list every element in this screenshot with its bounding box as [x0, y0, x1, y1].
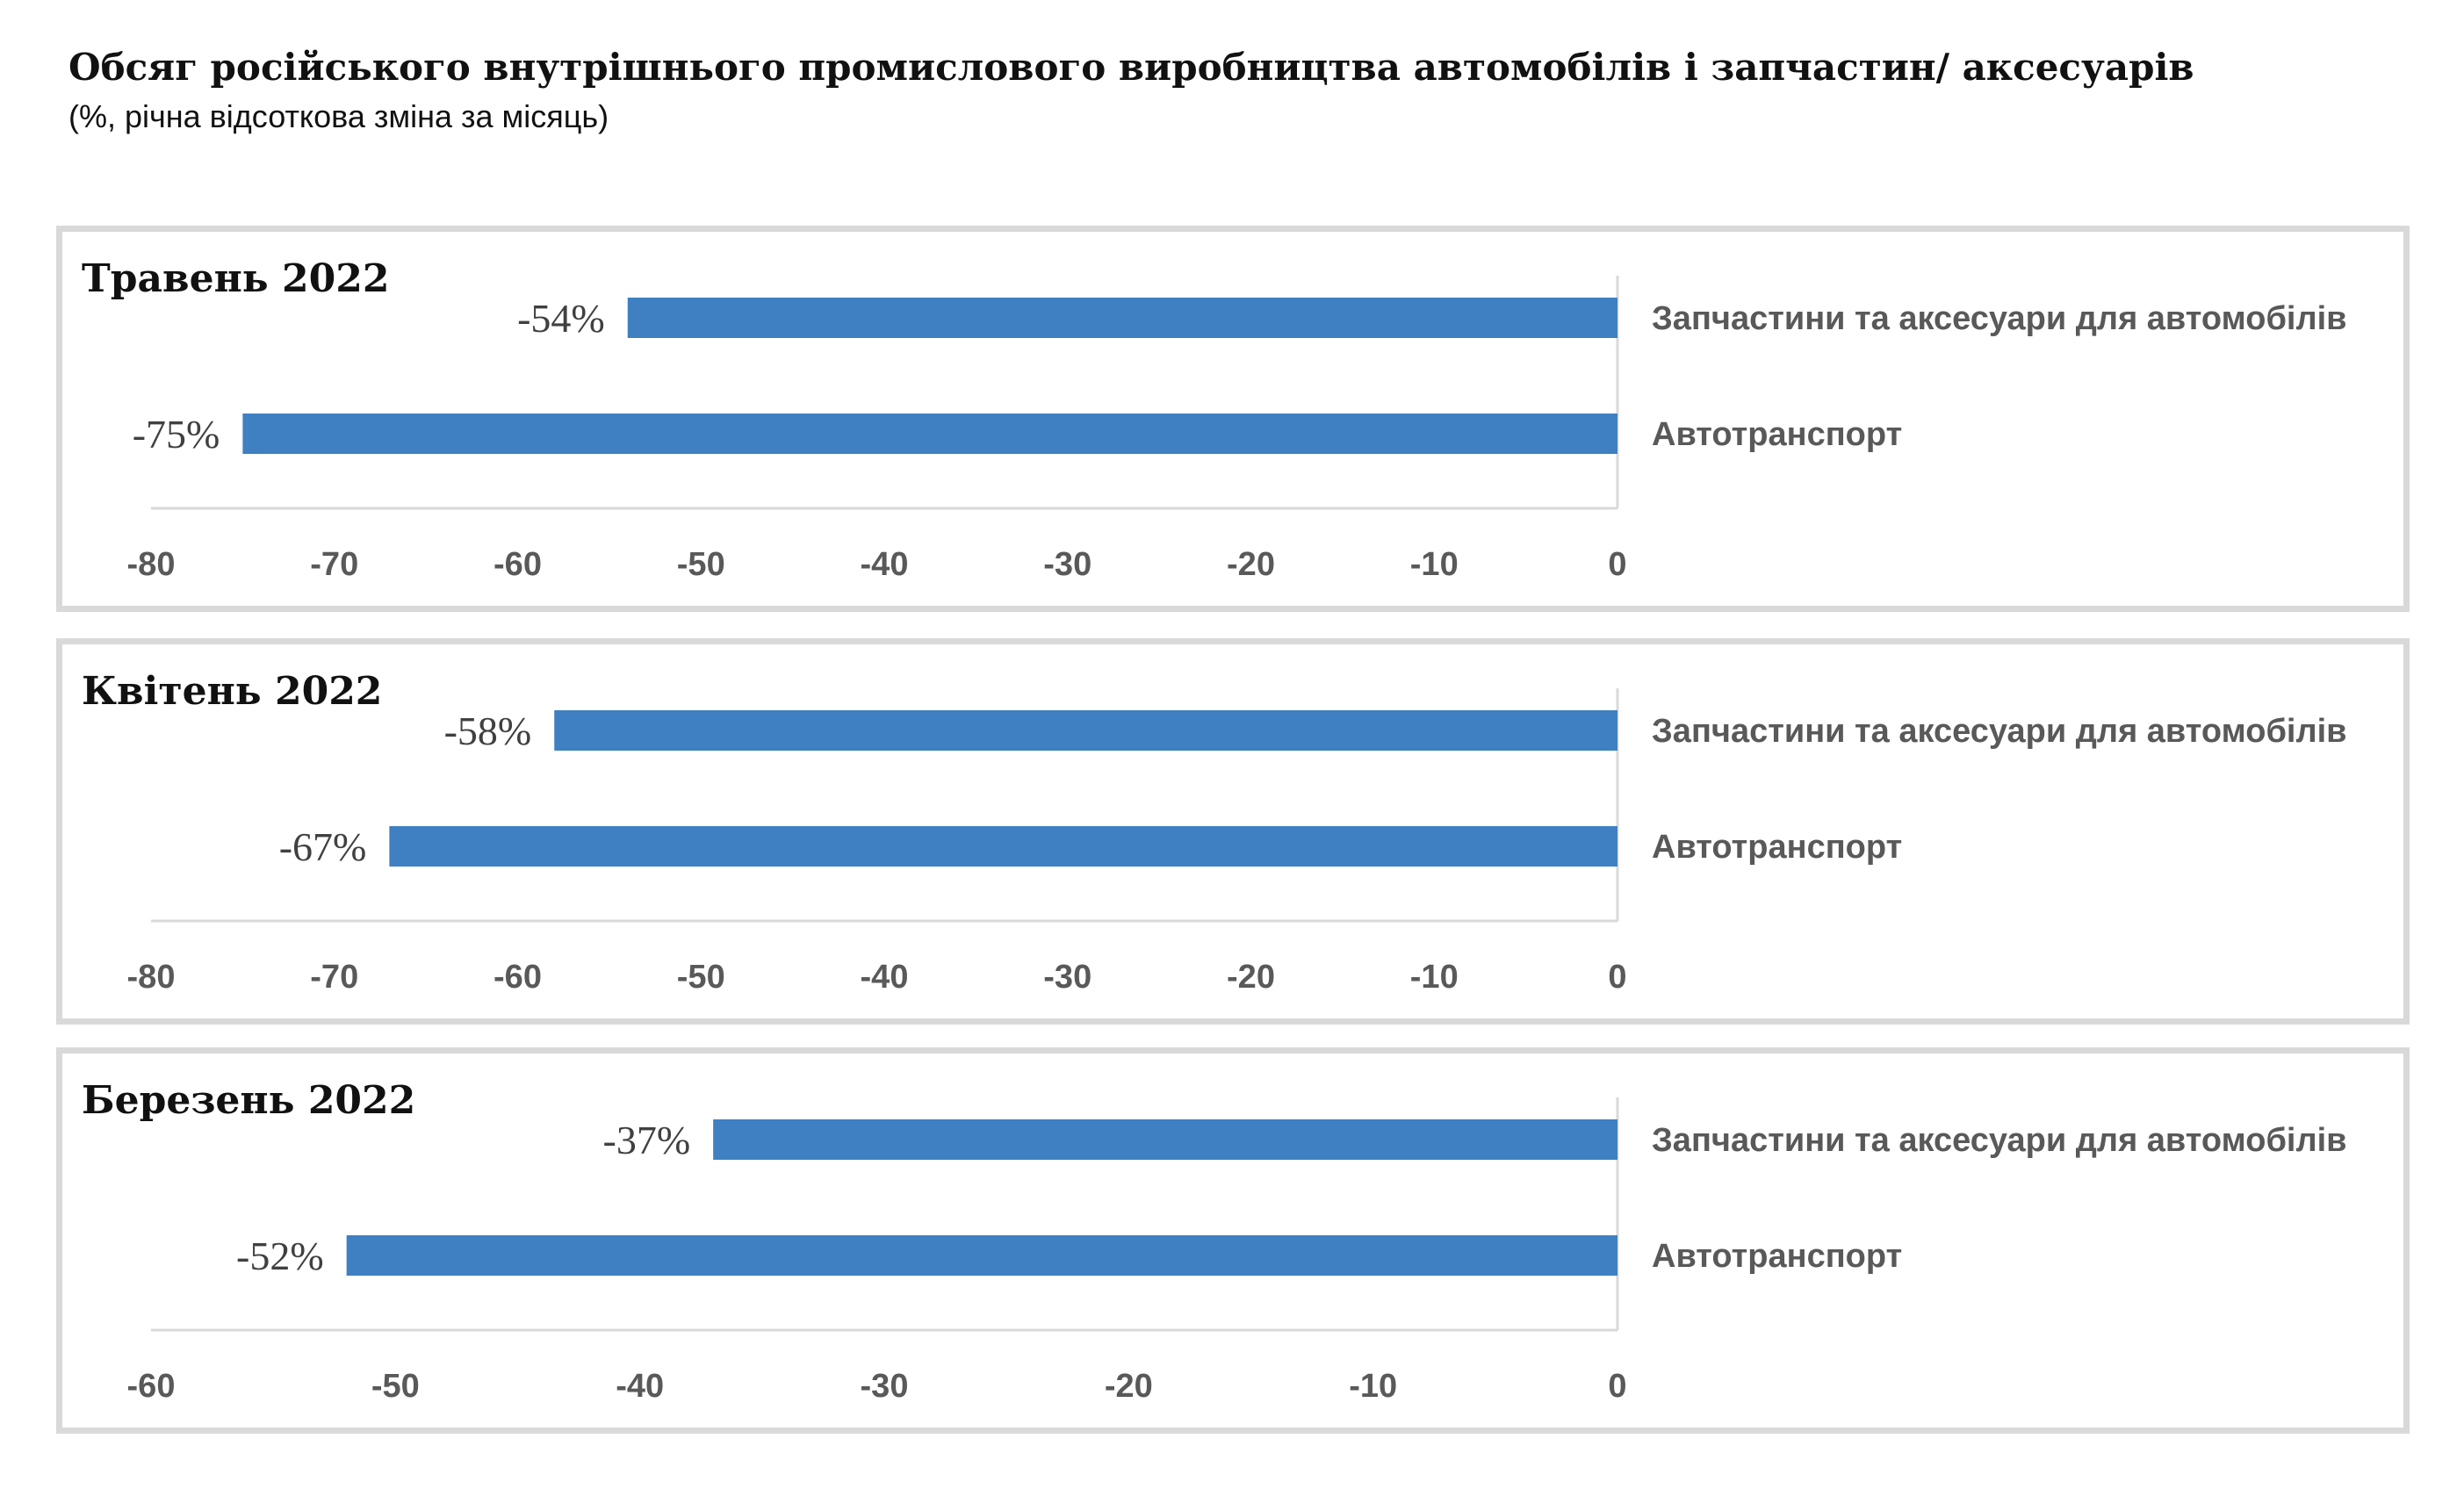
chart-panel-april-2022: Квітень 2022 -58% Запчастини та аксесуари… [56, 638, 2410, 1025]
bar-chart-may-2022: -54% Запчастини та аксесуари для автомобі… [127, 276, 2347, 583]
category-label: Запчастини та аксесуари для автомобілів [1652, 300, 2347, 337]
tick-label: -40 [861, 546, 909, 583]
chart-panel-may-2022: Травень 2022 -54% Запчастини та аксесуари… [56, 226, 2410, 612]
tick-label: -60 [494, 546, 542, 583]
tick-label: -40 [861, 959, 909, 996]
tick-label: -40 [616, 1368, 664, 1405]
tick-label: -50 [371, 1368, 420, 1405]
panel-title: Квітень 2022 [82, 669, 383, 714]
chart-title: Обсяг російського внутрішнього промислов… [68, 46, 2194, 89]
bar-vehicles [242, 414, 1617, 454]
chart-header: Обсяг російського внутрішнього промислов… [68, 42, 2369, 137]
tick-label: -30 [861, 1368, 909, 1405]
tick-label: -70 [310, 959, 358, 996]
category-label: Автотранспорт [1652, 1238, 1902, 1275]
tick-label: -50 [677, 959, 725, 996]
tick-label: -80 [127, 959, 176, 996]
panel-title: Травень 2022 [82, 256, 390, 301]
tick-label: 0 [1608, 959, 1626, 996]
tick-label: -20 [1227, 959, 1275, 996]
tick-label: 0 [1608, 546, 1626, 583]
tick-label: -80 [127, 546, 176, 583]
data-label: -37% [603, 1118, 691, 1162]
bar-parts-accessories [713, 1119, 1617, 1160]
chart-subtitle: (%, річна відсоткова зміна за місяць) [68, 98, 609, 134]
tick-label: -50 [677, 546, 725, 583]
bar-parts-accessories [554, 710, 1617, 751]
tick-label: -20 [1227, 546, 1275, 583]
bar-chart-march-2022: -37% Запчастини та аксесуари для автомобі… [127, 1097, 2347, 1405]
tick-label: -30 [1043, 959, 1092, 996]
tick-label: -60 [127, 1368, 176, 1405]
tick-label: -10 [1349, 1368, 1397, 1405]
category-label: Запчастини та аксесуари для автомобілів [1652, 713, 2347, 750]
tick-label: -60 [494, 959, 542, 996]
bar-vehicles [389, 826, 1617, 867]
tick-label: -10 [1410, 546, 1459, 583]
bar-vehicles [346, 1235, 1618, 1276]
category-label: Автотранспорт [1652, 416, 1902, 453]
tick-label: -30 [1043, 546, 1092, 583]
panel-title: Березень 2022 [82, 1078, 416, 1123]
bar-parts-accessories [627, 298, 1617, 338]
tick-label: -20 [1105, 1368, 1153, 1405]
data-label: -75% [133, 412, 220, 457]
tick-label: -10 [1410, 959, 1459, 996]
category-label: Запчастини та аксесуари для автомобілів [1652, 1122, 2347, 1159]
tick-label: -70 [310, 546, 358, 583]
chart-panel-march-2022: Березень 2022 -37% Запчастини та аксесуар… [56, 1047, 2410, 1434]
data-label: -54% [517, 296, 605, 341]
tick-label: 0 [1608, 1368, 1626, 1405]
category-label: Автотранспорт [1652, 829, 1902, 866]
bar-chart-april-2022: -58% Запчастини та аксесуари для автомобі… [127, 688, 2347, 996]
data-label: -58% [444, 709, 532, 753]
data-label: -67% [279, 824, 367, 869]
data-label: -52% [236, 1234, 324, 1278]
